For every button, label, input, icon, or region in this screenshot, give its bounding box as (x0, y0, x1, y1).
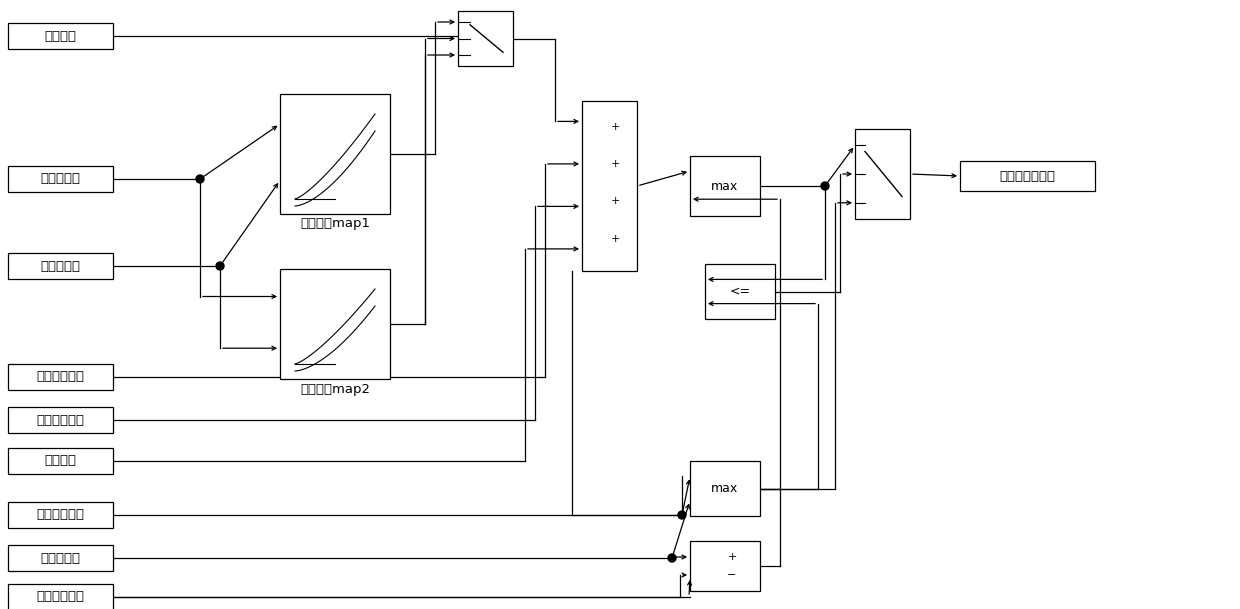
Text: 最终预喷柴油量: 最终预喷柴油量 (999, 169, 1055, 183)
Bar (689, 541, 760, 591)
Bar (7, 166, 113, 192)
Text: +: + (610, 234, 620, 244)
Circle shape (821, 182, 830, 190)
Text: 发动机扭矩: 发动机扭矩 (41, 259, 81, 272)
Bar (280, 269, 391, 379)
Bar (7, 407, 113, 433)
Bar (7, 23, 113, 49)
Text: 柴油总油量: 柴油总油量 (41, 552, 81, 565)
Text: 大气压力修正: 大气压力修正 (36, 414, 84, 426)
Bar (7, 584, 113, 609)
Bar (689, 461, 760, 516)
Circle shape (216, 262, 224, 270)
Bar (689, 156, 760, 216)
Text: 预喷基础map2: 预喷基础map2 (300, 382, 370, 395)
Bar (7, 253, 113, 279)
Text: 水温修正: 水温修正 (45, 454, 77, 468)
Circle shape (668, 554, 676, 562)
Text: +: + (728, 552, 737, 562)
Text: max: max (712, 180, 739, 192)
Circle shape (196, 175, 205, 183)
Text: max: max (712, 482, 739, 495)
Bar (582, 101, 637, 271)
Text: <=: <= (729, 285, 750, 298)
Text: 发动机转速: 发动机转速 (41, 172, 81, 186)
Bar (458, 11, 513, 66)
Circle shape (678, 511, 686, 519)
Bar (7, 545, 113, 571)
Text: +: + (610, 196, 620, 206)
Text: +: + (610, 122, 620, 132)
Text: +: + (610, 159, 620, 169)
Text: 预喷基础map1: 预喷基础map1 (300, 217, 370, 230)
Bar (856, 129, 910, 219)
Bar (706, 264, 775, 319)
Text: −: − (728, 570, 737, 580)
Text: 二次最小油量: 二次最小油量 (36, 591, 84, 604)
Bar (280, 94, 391, 214)
Text: 温度区间: 温度区间 (45, 29, 77, 43)
Bar (7, 448, 113, 474)
Bar (960, 161, 1095, 191)
Bar (7, 364, 113, 390)
Text: 缸内温度修正: 缸内温度修正 (36, 370, 84, 384)
Bar (7, 502, 113, 528)
Text: 首次最小油量: 首次最小油量 (36, 509, 84, 521)
